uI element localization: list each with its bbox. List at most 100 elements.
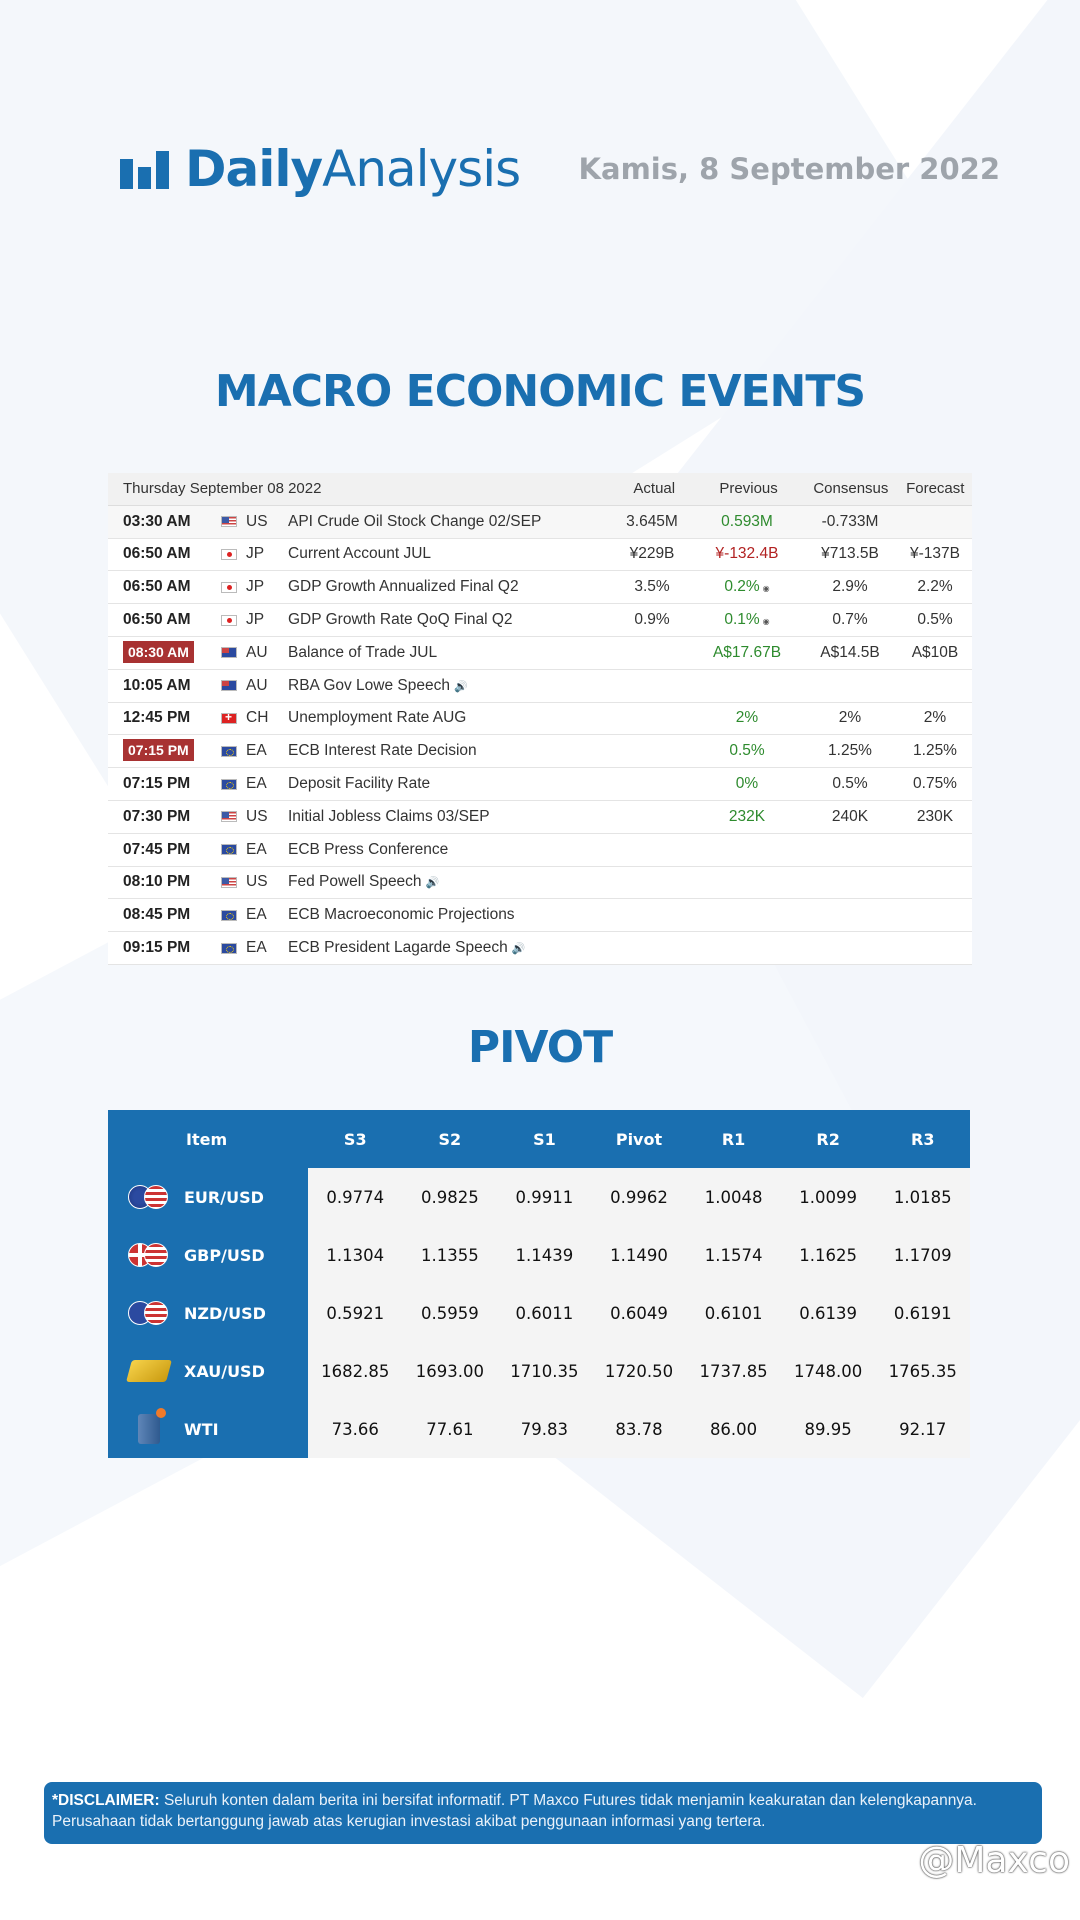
pivot-item-label: EUR/USD	[184, 1187, 264, 1207]
forecast-value: A$10B	[911, 643, 959, 661]
time-badge: 07:15 PM	[123, 739, 194, 762]
event-name: ECB Macroeconomic Projections	[288, 906, 515, 924]
previous-cell: 0.1% ◉	[692, 611, 802, 629]
pivot-value: 83.78	[615, 1419, 663, 1439]
previous-cell: A$17.67B	[692, 644, 802, 662]
table-row: 07:15 PM EA Deposit Facility Rate 0% 0.5% 0.7…	[108, 768, 972, 801]
previous-cell: 0.593M	[692, 513, 802, 531]
event-name: Balance of Trade JUL	[288, 643, 438, 661]
consensus-value: 2.9%	[832, 578, 868, 596]
forecast-value: 0.5%	[917, 611, 953, 629]
event-cell: GDP Growth Annualized Final Q2	[282, 578, 612, 596]
country-flag-cell	[218, 909, 240, 921]
event-name: GDP Growth Annualized Final Q2	[288, 578, 519, 596]
actual-value: ¥229B	[629, 545, 675, 563]
event-time: 10:05 AM	[123, 676, 191, 694]
country-code: EA	[246, 742, 267, 760]
table-row: 06:50 AM JP GDP Growth Rate QoQ Final Q2 0.…	[108, 604, 972, 637]
ch-flag-icon	[221, 712, 237, 724]
pivot-value: 1765.35	[888, 1361, 957, 1381]
country-code: EA	[246, 906, 267, 924]
table-row: 07:45 PM EA ECB Press Conference	[108, 834, 972, 867]
disclaimer-text: Seluruh konten dalam berita ini bersifat…	[52, 1792, 977, 1830]
pivot-value: 0.9774	[326, 1187, 385, 1207]
time-cell: 06:50 AM	[108, 611, 218, 629]
daily-analysis-logo: DailyAnalysis	[120, 140, 521, 198]
au-flag-icon	[221, 680, 237, 692]
country-code: EA	[246, 939, 267, 957]
consensus-value: 1.25%	[828, 742, 872, 760]
gbp-usd-icon	[128, 1238, 170, 1272]
column-header-r3: R3	[911, 1129, 935, 1149]
pivot-value: 1.1490	[610, 1245, 668, 1265]
speaker-icon: 🔊	[454, 680, 468, 693]
pivot-value: 0.6139	[799, 1303, 858, 1323]
previous-value: 0.5%	[729, 742, 765, 760]
macro-events-table: Thursday September 08 2022 Actual Previo…	[108, 473, 972, 965]
previous-value: 0%	[735, 775, 759, 793]
forecast-value: 2.2%	[917, 578, 953, 596]
forecast-value: 2%	[923, 709, 947, 727]
event-name: Initial Jobless Claims 03/SEP	[288, 807, 490, 825]
event-time: 06:50 AM	[123, 578, 191, 596]
event-time: 12:45 PM	[123, 709, 191, 727]
jp-flag-icon	[221, 548, 237, 560]
pivot-row: WTI 73.66 77.61 79.83 83.78 86.00 89.95 92.17	[108, 1400, 970, 1458]
country-flag-cell	[218, 844, 240, 856]
previous-cell: 232K	[692, 808, 802, 826]
column-header-previous: Previous	[719, 480, 778, 498]
pivot-value: 1.1574	[704, 1245, 763, 1265]
country-flag-cell	[218, 581, 240, 593]
event-cell: Deposit Facility Rate	[282, 775, 612, 793]
pivot-row: XAU/USD 1682.85 1693.00 1710.35 1720.50 1737.…	[108, 1342, 970, 1400]
time-cell: 07:45 PM	[108, 841, 218, 859]
event-name: GDP Growth Rate QoQ Final Q2	[288, 611, 513, 629]
event-name: ECB President Lagarde Speech	[288, 939, 508, 957]
pivot-value: 1.1355	[420, 1245, 479, 1265]
pivot-value: 89.95	[804, 1419, 852, 1439]
macro-table-header: Thursday September 08 2022 Actual Previo…	[108, 473, 972, 506]
nzd-usd-icon	[128, 1296, 170, 1330]
previous-value: 0.1%	[724, 611, 760, 629]
pivot-value: 92.17	[899, 1419, 947, 1439]
table-row: 09:15 PM EA ECB President Lagarde Speech 🔊	[108, 932, 972, 965]
country-flag-cell	[218, 811, 240, 823]
time-cell: 06:50 AM	[108, 578, 218, 596]
pivot-value: 1.0099	[799, 1187, 858, 1207]
pivot-value: 0.9962	[610, 1187, 668, 1207]
pivot-value: 0.6191	[893, 1303, 952, 1323]
pivot-value: 1737.85	[699, 1361, 768, 1381]
consensus-value: ¥713.5B	[821, 545, 879, 563]
country-code: JP	[246, 545, 265, 563]
pivot-item-label: XAU/USD	[184, 1361, 265, 1381]
pivot-value: 0.9825	[420, 1187, 479, 1207]
eur-usd-icon	[128, 1180, 170, 1214]
column-header-consensus: Consensus	[813, 480, 889, 498]
table-row: 07:30 PM US Initial Jobless Claims 03/SEP 2…	[108, 801, 972, 834]
pivot-value: 0.6101	[704, 1303, 763, 1323]
table-row: 06:50 AM JP Current Account JUL ¥229B ¥-132.…	[108, 539, 972, 572]
pivot-table: Item S3 S2 S1 Pivot R1 R2 R3 EUR/USD 0.97…	[108, 1110, 970, 1458]
consensus-value: -0.733M	[821, 512, 879, 530]
consensus-value: 2%	[838, 709, 862, 727]
column-header-actual: Actual	[633, 480, 676, 498]
pivot-item-cell: XAU/USD	[108, 1342, 308, 1400]
oil-barrel-icon	[128, 1408, 170, 1446]
ea-flag-icon	[221, 778, 237, 790]
event-cell: Fed Powell Speech 🔊	[282, 873, 612, 891]
consensus-value: A$14.5B	[820, 643, 880, 661]
previous-value: A$17.67B	[712, 643, 782, 661]
event-time: 07:45 PM	[123, 840, 191, 858]
au-flag-icon	[221, 647, 237, 659]
time-cell: 12:45 PM	[108, 709, 218, 727]
time-cell: 06:50 AM	[108, 545, 218, 563]
event-time: 03:30 AM	[123, 512, 191, 530]
consensus-value: 0.5%	[832, 775, 868, 793]
pivot-value: 0.5959	[420, 1303, 479, 1323]
pivot-item-label: WTI	[184, 1419, 219, 1439]
event-time: 08:10 PM	[123, 873, 191, 891]
event-time: 07:15 PM	[123, 775, 191, 793]
country-code: JP	[246, 611, 265, 629]
event-time: 09:15 PM	[123, 939, 191, 957]
